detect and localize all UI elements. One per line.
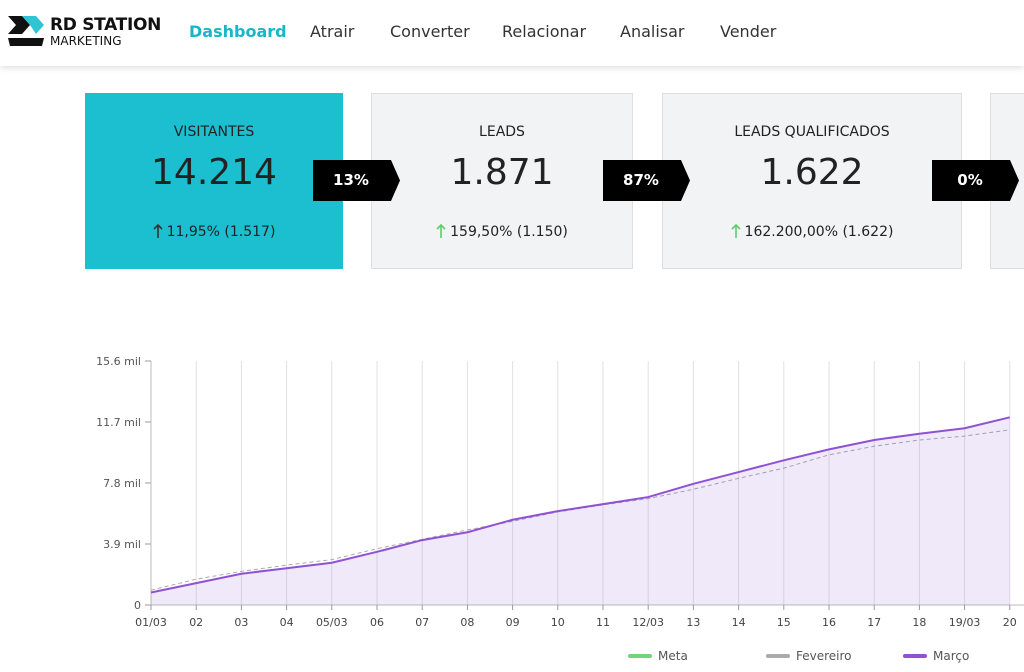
conversion-badge: 13%: [313, 160, 401, 201]
card-title: LEADS: [479, 124, 525, 140]
conversion-badge: 87%: [603, 160, 691, 201]
card-change: 159,50% (1.150): [372, 223, 632, 240]
card-value: 14.214: [151, 152, 277, 193]
logo-text: RD STATION: [50, 15, 162, 35]
x-tick-label: 15: [777, 616, 791, 629]
nav-item[interactable]: Relacionar: [502, 22, 587, 41]
x-tick-label: 12/03: [632, 616, 664, 629]
card-value: 1.871: [450, 152, 554, 193]
x-tick-label: 01/03: [135, 616, 167, 629]
y-tick-label: 3.9 mil: [103, 538, 141, 551]
metric-card[interactable]: LEADS 1.871 159,50% (1.150): [371, 93, 633, 269]
nav-item[interactable]: Converter: [390, 22, 470, 41]
x-tick-label: 18: [912, 616, 926, 629]
x-tick-label: 07: [415, 616, 429, 629]
logo-subtext: MARKETING: [50, 34, 122, 48]
badge-shape: [313, 160, 400, 201]
x-tick-label: 20: [1003, 616, 1017, 629]
conversion-badge: 0%: [932, 160, 1020, 201]
y-tick-label: 0: [134, 599, 141, 612]
y-tick-label: 11.7 mil: [96, 416, 141, 429]
line: [150, 416, 1011, 594]
y-tick-label: 15.6 mil: [96, 355, 141, 368]
nav-item[interactable]: Vender: [720, 22, 777, 41]
nav-item[interactable]: Analisar: [620, 22, 685, 41]
up-arrow: [436, 223, 446, 238]
x-tick-label: 02: [189, 616, 203, 629]
change-text: 159,50% (1.150): [450, 224, 568, 240]
x-tick-label: 16: [822, 616, 836, 629]
conversion-rate: 13%: [333, 171, 369, 189]
card-title: LEADS QUALIFICADOS: [734, 124, 890, 140]
area: [151, 417, 1010, 605]
up-arrow: [153, 223, 163, 238]
x-tick-label: 10: [551, 616, 565, 629]
badge-shape: [932, 160, 1019, 201]
x-tick-label: 19/03: [949, 616, 981, 629]
x-tick-label: 08: [460, 616, 474, 629]
conversion-rate: 87%: [623, 171, 659, 189]
x-tick-label: 06: [370, 616, 384, 629]
x-tick-label: 03: [234, 616, 248, 629]
logo-icon: [8, 16, 44, 46]
change-text: 11,95% (1.517): [166, 224, 276, 240]
x-tick-label: 13: [686, 616, 700, 629]
badge-shape: [603, 160, 690, 201]
x-tick-label: 11: [596, 616, 610, 629]
card-change: 11,95% (1.517): [86, 223, 342, 240]
legend-label: Fevereiro: [796, 649, 852, 663]
change-text: 162.200,00% (1.622): [744, 224, 894, 240]
up-arrow: [730, 223, 741, 238]
legend-label: Março: [933, 649, 969, 663]
x-tick-label: 17: [867, 616, 881, 629]
metric-card[interactable]: VISITANTES 14.214 11,95% (1.517): [85, 93, 343, 269]
conversion-rate: 0%: [957, 171, 983, 189]
nav-item[interactable]: Atrair: [310, 22, 355, 41]
chart: 0 3.9 mil 7.8 mil 11.7 mil 15.6 mil 01/03 02 03…: [96, 355, 1024, 663]
x-tick-label: 14: [732, 616, 746, 629]
legend-label: Meta: [658, 649, 688, 663]
x-tick-label: 04: [280, 616, 294, 629]
card-change: 162.200,00% (1.622): [663, 223, 961, 240]
nav-item[interactable]: Dashboard: [189, 22, 287, 41]
y-tick-label: 7.8 mil: [103, 477, 141, 490]
metric-card[interactable]: LEADS QUALIFICADOS 1.622 162.200,00% (1.…: [662, 93, 962, 269]
top-bar: RD STATION MARKETING Dashboard Atrair Co…: [0, 0, 1024, 66]
card-title: VISITANTES: [173, 124, 255, 140]
card-value: 1.622: [760, 152, 864, 193]
x-tick-label: 09: [506, 616, 520, 629]
x-tick-label: 05/03: [316, 616, 348, 629]
